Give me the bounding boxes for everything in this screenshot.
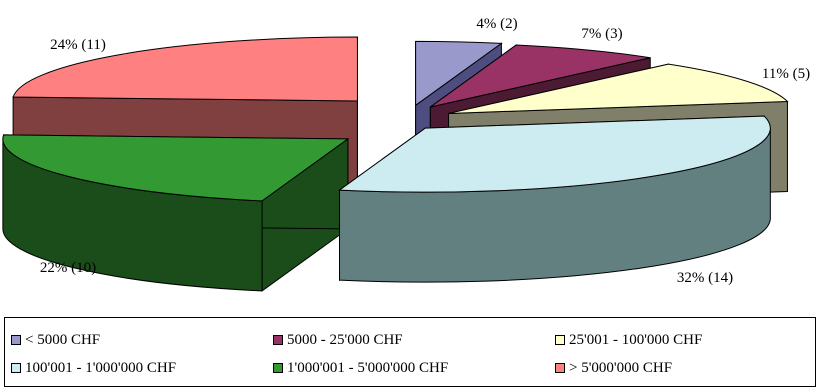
legend-label-0: < 5000 CHF — [25, 331, 101, 348]
legend-item-3: 100'001 - 1'000'000 CHF — [11, 358, 176, 378]
data-label-2: 11% (5) — [762, 66, 810, 82]
slice-top-3 — [338, 115, 771, 193]
legend: < 5000 CHF 5000 - 25'000 CHF 25'001 - 100'… — [4, 317, 816, 387]
legend-label-2: 25'001 - 100'000 CHF — [569, 331, 703, 348]
slice-top-2 — [448, 63, 789, 114]
legend-swatch-1 — [273, 335, 283, 345]
pie-chart: 4% (2) 7% (3) 11% (5) 32% (14) 22% (10) 24% (… — [2, 16, 810, 292]
legend-swatch-3 — [11, 363, 21, 373]
data-label-5: 24% (11) — [50, 37, 106, 53]
legend-label-5: > 5'000'000 CHF — [569, 359, 673, 376]
legend-swatch-4 — [273, 363, 283, 373]
legend-swatch-0 — [11, 335, 21, 345]
legend-label-1: 5000 - 25'000 CHF — [287, 331, 403, 348]
legend-label-3: 100'001 - 1'000'000 CHF — [25, 359, 177, 376]
slice-top-4 — [2, 134, 350, 202]
pie-slice-4 — [2, 134, 350, 292]
legend-item-0: < 5000 CHF — [11, 330, 100, 350]
legend-swatch-2 — [555, 335, 565, 345]
legend-item-5: > 5'000'000 CHF — [555, 358, 672, 378]
legend-item-2: 25'001 - 100'000 CHF — [555, 330, 702, 350]
slice-top-1 — [430, 44, 651, 108]
legend-item-1: 5000 - 25'000 CHF — [273, 330, 403, 350]
legend-label-4: 1'000'001 - 5'000'000 CHF — [287, 359, 449, 376]
legend-item-4: 1'000'001 - 5'000'000 CHF — [273, 358, 448, 378]
data-label-0: 4% (2) — [476, 16, 517, 32]
pie-slice-3 — [338, 115, 771, 283]
slice-top-0 — [415, 40, 503, 107]
data-label-3: 32% (14) — [677, 270, 733, 286]
legend-swatch-5 — [555, 363, 565, 373]
data-label-1: 7% (3) — [581, 26, 622, 42]
slice-top-5 — [12, 36, 358, 102]
data-label-4: 22% (10) — [40, 260, 96, 276]
